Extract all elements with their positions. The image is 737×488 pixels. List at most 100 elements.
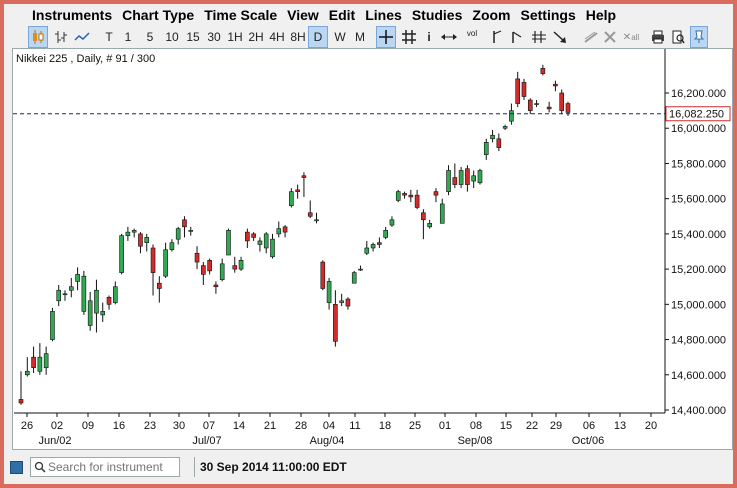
candle — [125, 226, 131, 241]
candle — [345, 297, 351, 310]
candle — [446, 165, 451, 196]
timeframe-2h[interactable]: 2H — [248, 30, 264, 44]
candlestick-chart-icon[interactable] — [28, 26, 48, 48]
timeframe-tick[interactable]: T — [105, 30, 113, 44]
candle-body-down — [18, 399, 24, 404]
candle — [81, 270, 87, 315]
day-tick-label: 11 — [349, 420, 360, 432]
arrow-tool-icon[interactable] — [552, 26, 568, 48]
menu-studies[interactable]: Studies — [411, 7, 463, 23]
candle — [175, 226, 181, 245]
menu-edit[interactable]: Edit — [328, 7, 356, 23]
candle-body-down — [182, 219, 187, 228]
candle-body-up — [427, 223, 432, 228]
candle-body-down — [301, 175, 307, 178]
price-tick-label: 15,800.000 — [671, 158, 726, 170]
menu-time-scale[interactable]: Time Scale — [204, 7, 278, 23]
candle — [144, 233, 150, 252]
draw-bar-tool-icon[interactable] — [488, 26, 504, 48]
menu-chart-type[interactable]: Chart Type — [122, 7, 195, 23]
day-tick-label: 07 — [203, 420, 215, 432]
line-chart-icon[interactable] — [72, 26, 92, 48]
candle — [169, 239, 175, 252]
price-tick-label: 15,600.000 — [671, 194, 726, 206]
delete-all-icon[interactable]: ✕ all — [620, 26, 642, 48]
candle — [75, 267, 80, 291]
candle-series — [18, 64, 571, 405]
pitchfork-tool-icon[interactable] — [530, 26, 548, 48]
candle — [282, 225, 288, 238]
menu-settings[interactable]: Settings — [520, 7, 576, 23]
candle-body-up — [289, 191, 294, 207]
timeframe-5m[interactable]: 5 — [146, 30, 154, 44]
menu-help[interactable]: Help — [585, 7, 617, 23]
print-preview-icon[interactable] — [670, 26, 686, 48]
volume-toggle[interactable]: vol — [462, 26, 482, 48]
candle-body-up — [395, 191, 401, 201]
search-input[interactable] — [46, 458, 171, 476]
menu-zoom[interactable]: Zoom — [472, 7, 511, 23]
day-tick-label: 20 — [645, 420, 657, 432]
candle — [408, 189, 414, 203]
month-tick-label: Jul/07 — [192, 435, 221, 447]
timeframe-30m[interactable]: 30 — [207, 30, 221, 44]
candle — [358, 265, 363, 271]
timeframe-8h[interactable]: 8H — [290, 30, 306, 44]
candle — [439, 198, 445, 224]
candle — [546, 101, 552, 113]
candle — [37, 343, 43, 375]
grid-icon[interactable] — [400, 26, 418, 48]
candle — [238, 256, 244, 271]
candle-body-up — [358, 268, 363, 271]
price-tick-label: 14,600.000 — [671, 370, 726, 382]
menu-lines[interactable]: Lines — [365, 7, 402, 23]
candle — [18, 371, 24, 405]
candle-body-down — [138, 233, 143, 247]
bar-chart-icon[interactable] — [52, 26, 70, 48]
scroll-horizontal-icon[interactable] — [440, 26, 458, 48]
volume-label: vol — [466, 29, 478, 38]
timeframe-1h[interactable]: 1H — [227, 30, 243, 44]
candle-body-up — [238, 260, 244, 270]
menu-view[interactable]: View — [287, 7, 319, 23]
timeframe-4h[interactable]: 4H — [269, 30, 285, 44]
candle — [276, 221, 282, 238]
draw-pen-icon[interactable] — [582, 26, 600, 48]
timeframe-daily[interactable]: D — [308, 26, 328, 48]
info-icon[interactable]: i — [427, 30, 431, 44]
timeframe-weekly[interactable]: W — [334, 30, 346, 44]
crosshair-icon[interactable] — [376, 26, 396, 48]
candle-body-down — [251, 233, 256, 238]
timeframe-15m[interactable]: 15 — [186, 30, 200, 44]
day-tick-label: 16 — [113, 420, 125, 432]
day-tick-label: 21 — [264, 420, 276, 432]
candle — [263, 232, 269, 254]
pin-icon[interactable] — [690, 26, 708, 48]
candle-body-up — [439, 203, 445, 224]
candle-body-down — [540, 68, 546, 74]
candle-body-down — [408, 194, 414, 198]
instrument-search-box[interactable] — [30, 457, 180, 477]
day-tick-label: 26 — [21, 420, 33, 432]
print-icon[interactable] — [650, 26, 666, 48]
delete-icon[interactable] — [602, 26, 618, 48]
candle-body-up — [370, 244, 376, 249]
candle — [257, 237, 263, 252]
candle-body-up — [125, 231, 131, 236]
candle — [245, 228, 250, 248]
candle — [553, 80, 558, 92]
candle-body-up — [175, 228, 181, 240]
timeframe-monthly[interactable]: M — [355, 30, 365, 44]
candle-body-up — [81, 275, 87, 312]
price-chart[interactable]: Nikkei 225 , Daily, # 91 / 300 16,200.00… — [12, 48, 733, 450]
draw-line-tool-icon[interactable] — [508, 26, 524, 48]
candle-body-up — [351, 272, 357, 284]
timeframe-10m[interactable]: 10 — [165, 30, 179, 44]
status-indicator[interactable] — [10, 461, 23, 474]
price-axis: 16,200.000 16,000.000 15,800.000 15,600.000… — [14, 49, 726, 417]
timeframe-1m[interactable]: 1 — [124, 30, 132, 44]
day-tick-label: 02 — [51, 420, 63, 432]
candle — [351, 270, 357, 284]
candle — [465, 165, 470, 192]
menu-instruments[interactable]: Instruments — [32, 7, 113, 23]
